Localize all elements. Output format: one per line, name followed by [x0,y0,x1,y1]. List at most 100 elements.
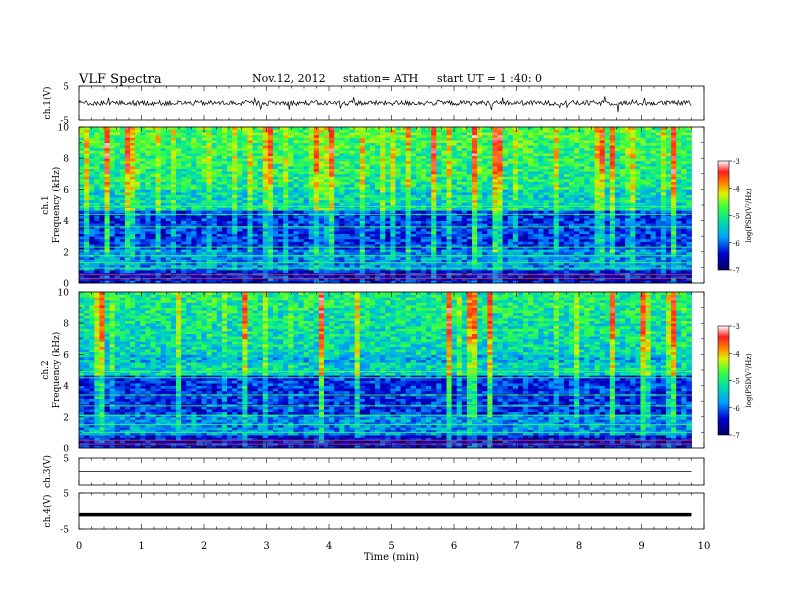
spectrogram-cell [369,259,376,263]
spectrogram-cell [630,264,636,268]
spectrogram-cell [528,233,534,237]
spectrogram-cell [242,277,248,281]
spectrogram-cell [395,233,401,237]
spectrogram-cell [543,179,549,182]
spectrogram-cell [175,199,182,203]
spectrogram-cell [456,202,463,206]
spectrogram-cell [364,202,371,206]
spectrogram-cell [512,262,519,266]
spectrogram-cell [135,176,141,180]
spectrogram-cell [487,275,493,279]
spectrogram-cell [665,236,672,240]
spectrogram-cell [109,238,116,242]
spectrogram-cell [318,176,325,180]
spectrogram-cell [436,238,442,242]
spectrogram-cell [507,218,514,221]
spectrogram-cell [257,207,264,211]
spectrogram-cell [660,192,667,195]
spectrogram-cell [395,236,401,240]
spectrogram-cell [221,228,228,232]
spectrogram-cell [221,199,228,203]
spectrogram-cell [84,220,90,224]
spectrogram-cell [181,236,187,240]
spectrogram-cell [487,270,493,273]
spectrogram-cell [175,257,182,260]
spectrogram-cell [609,257,616,260]
spectrogram-cell [196,173,202,177]
spectrogram-cell [395,246,401,250]
spectrogram-cell [242,184,248,188]
spectrogram-cell [344,277,350,281]
spectrogram-cell [298,277,304,281]
spectrogram-cell [252,244,259,247]
spectrogram-cell [165,202,172,206]
spectrogram-cell [671,249,677,253]
spectrogram-cell [676,215,682,219]
spectrogram-cell [502,184,509,188]
spectrogram-cell [420,202,427,206]
spectrogram-cell [441,184,447,188]
spectrogram-cell [451,249,458,253]
spectrogram-cell [512,231,519,234]
spectrogram-cell [604,181,611,185]
spectrogram-cell [140,231,146,234]
spectrogram-cell [99,197,105,201]
spectrogram-cell [349,173,356,177]
spectrogram-cell [655,210,662,214]
spectrogram-cell [553,280,560,284]
spectrogram-cell [584,246,590,250]
spectrogram-cell [426,228,432,232]
spectrogram-cell [446,207,452,211]
spectrogram-cell [686,238,692,242]
spectrogram-cell [303,233,310,237]
spectrogram-cell [375,244,381,247]
spectrogram-cell [155,194,162,198]
spectrogram-cell [334,233,340,237]
spectrogram-cell [359,267,366,271]
spectrogram-cell [630,275,636,279]
spectrogram-cell [211,194,218,198]
spectrogram-cell [257,202,264,206]
spectrogram-cell [206,259,213,263]
spectrogram-cell [517,233,524,237]
spectrogram-cell [523,249,529,253]
spectrogram-cell [359,199,366,203]
spectrogram-cell [507,246,514,250]
spectrogram-cell [441,241,447,245]
spectrogram-cell [191,259,197,263]
spectrogram-cell [400,207,407,211]
spectrogram-cell [262,231,269,234]
spectrogram-cell [553,246,560,250]
spectrogram-cell [420,259,427,263]
spectrogram-cell [625,189,631,193]
spectrogram-cell [84,233,90,237]
spectrogram-cell [114,223,121,227]
spectrogram-cell [94,181,100,185]
spectrogram-cell [686,202,692,206]
spectrogram-cell [130,231,136,234]
spectrogram-cell [124,231,131,234]
spectrogram-cell [456,270,463,273]
spectrogram-cell [89,275,95,279]
spectrogram-cell [227,186,233,190]
spectrogram-cell [140,199,146,203]
spectrogram-cell [369,207,376,211]
spectrogram-cell [267,233,274,237]
spectrogram-cell [145,181,151,185]
spectrogram-cell [569,197,575,201]
spectrogram-cell [589,259,595,263]
spectrogram-cell [655,249,662,253]
spectrogram-cell [150,207,156,211]
spectrogram-cell [558,270,565,273]
spectrogram-cell [84,173,90,177]
spectrogram-cell [594,280,601,284]
spectrogram-cell [135,238,141,242]
spectrogram-cell [569,257,575,260]
spectrogram-cell [466,176,473,180]
spectrogram-cell [584,233,590,237]
spectrogram-cell [354,233,361,237]
spectrogram-cell [589,236,595,240]
spectrogram-cell [671,244,677,247]
spectrogram-cell [175,218,182,221]
spectrogram-cell [523,202,529,206]
